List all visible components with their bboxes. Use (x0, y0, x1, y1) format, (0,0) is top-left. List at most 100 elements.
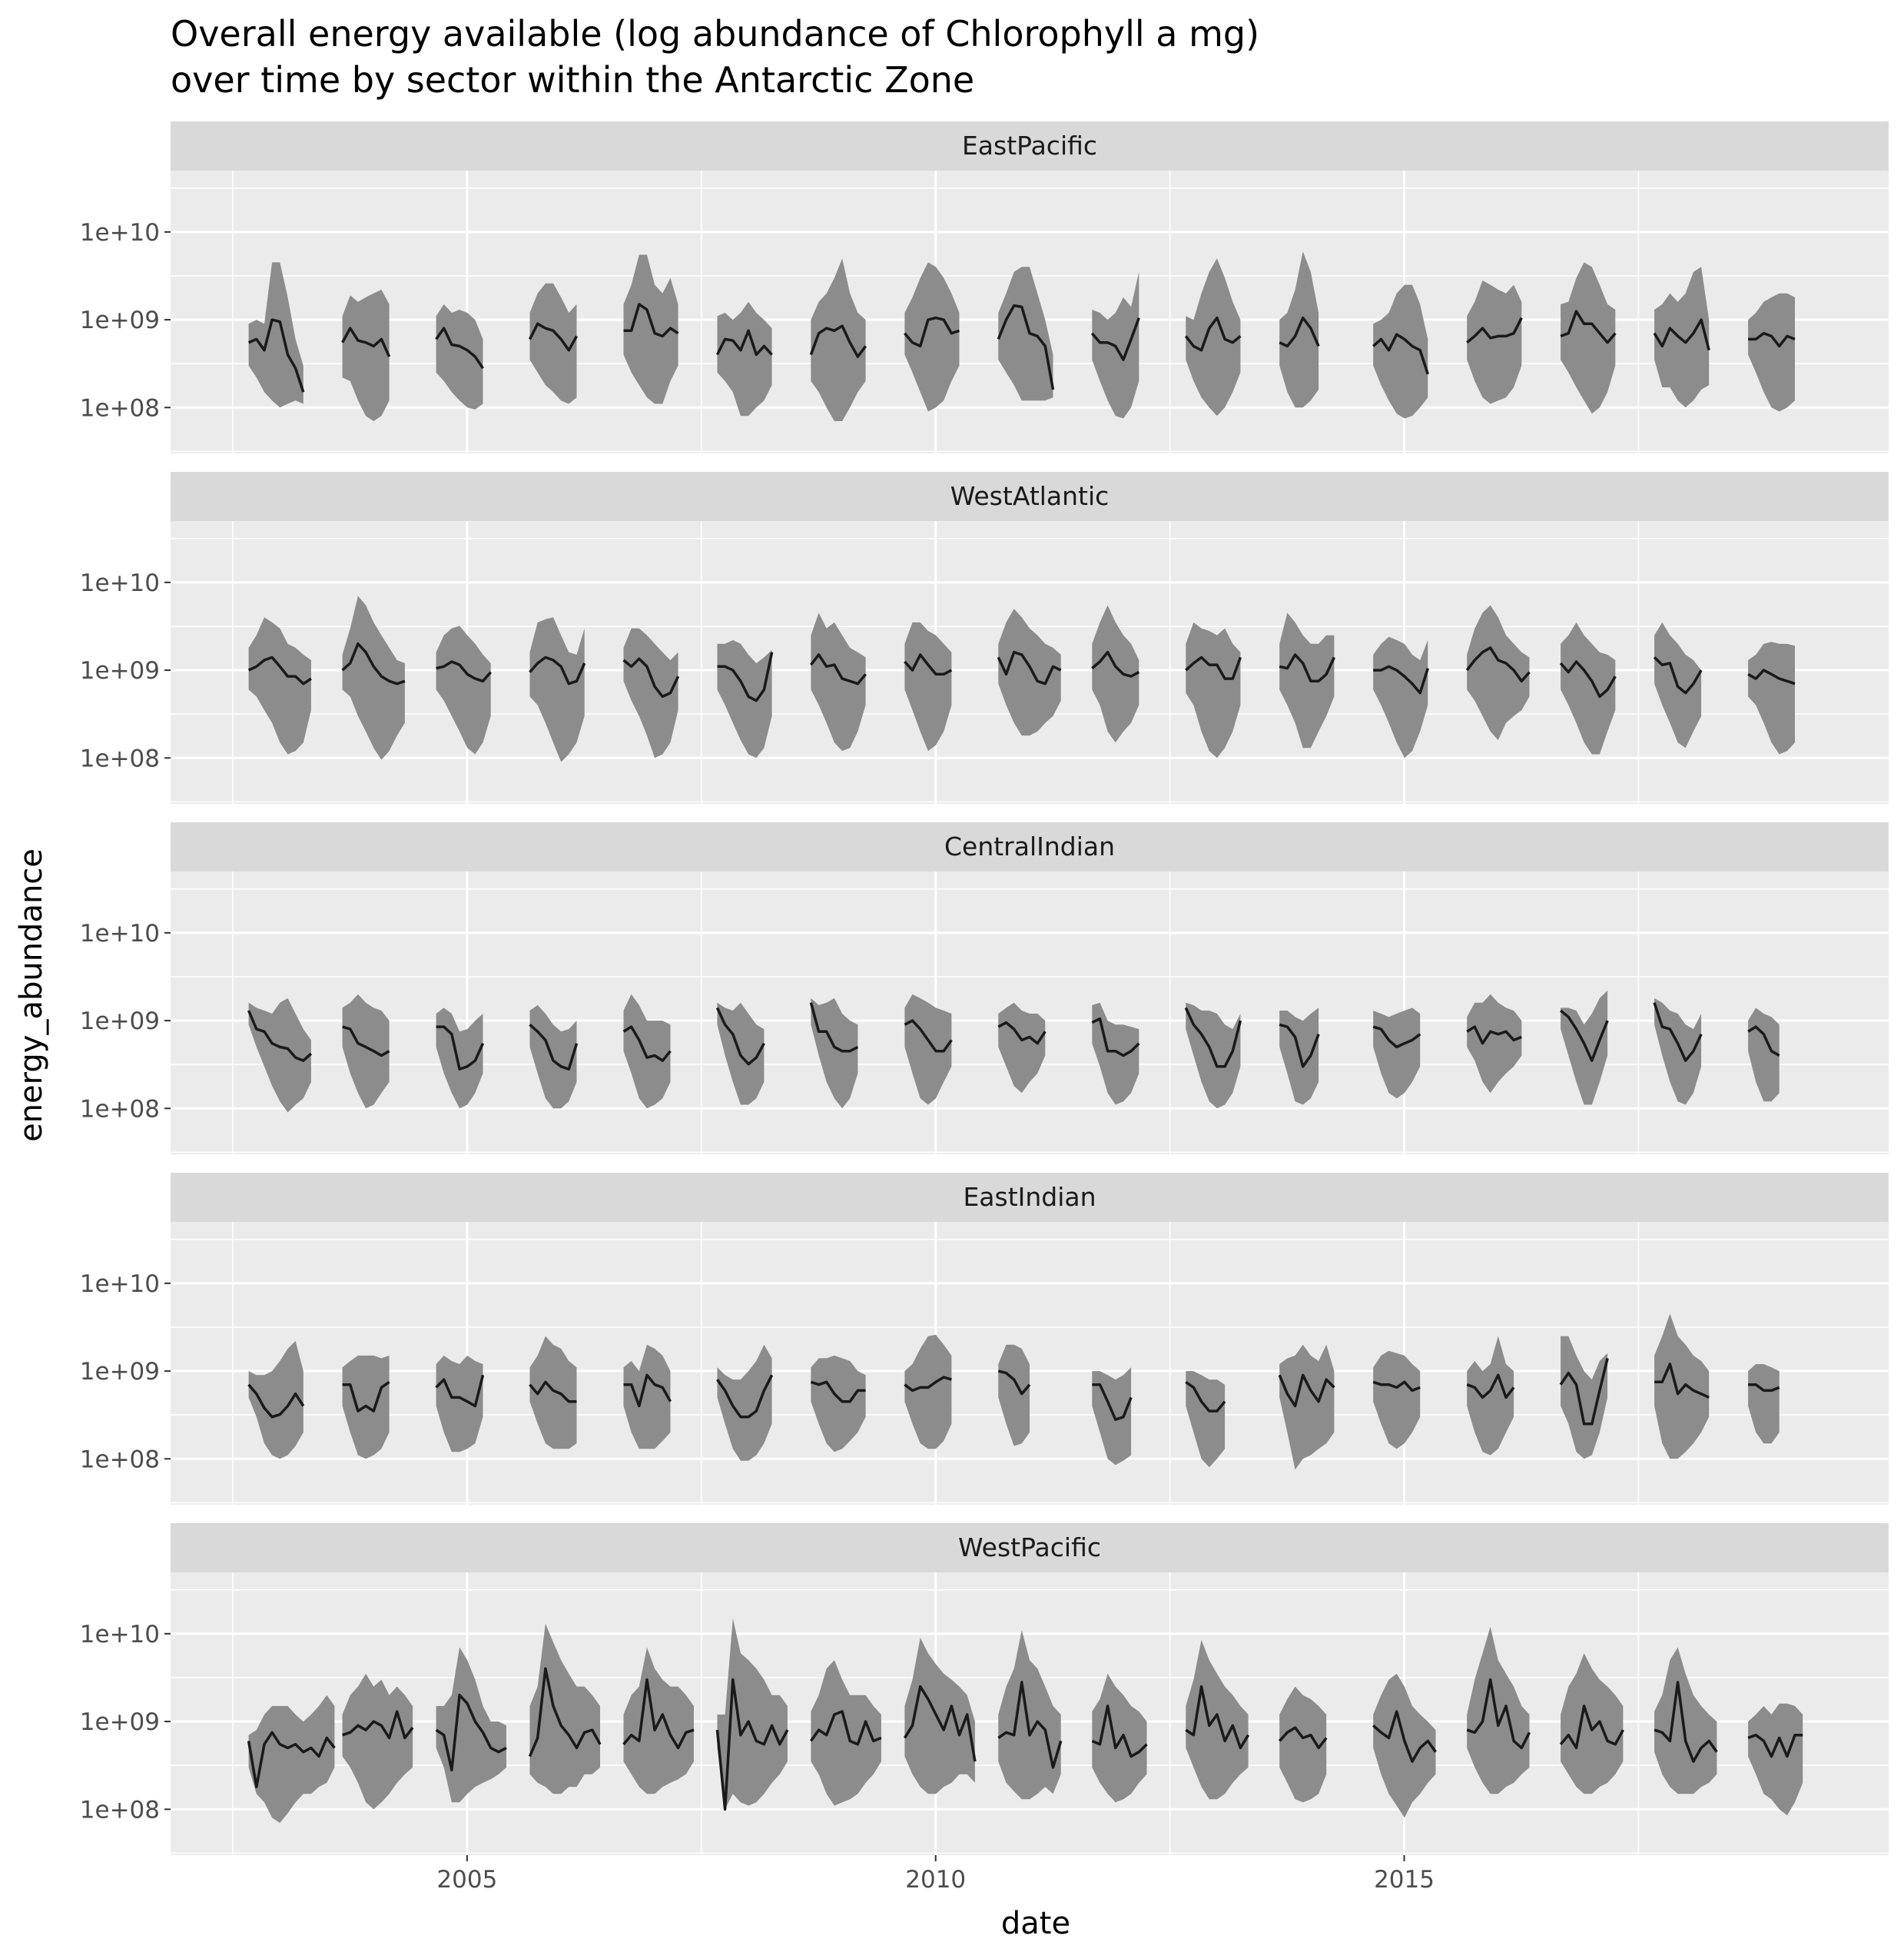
ribbon-season-2003-09 (342, 289, 390, 421)
y-tick-label: 1e+09 (80, 1008, 160, 1035)
mean-line-season-2006-09 (622, 1678, 695, 1750)
facet-eastindian: EastIndian 1e+08 1e+09 1e+10 (80, 1173, 1889, 1505)
ribbon-season-2008-09 (811, 612, 866, 752)
mean-line-season-2011-09 (1090, 317, 1140, 361)
mean-line-season-2015-09 (1466, 1373, 1515, 1399)
mean-line-season-2018-09 (1747, 1025, 1780, 1057)
mean-line-season-2017-09 (1654, 1363, 1710, 1399)
facet-strip-label: WestPacific (958, 1532, 1101, 1562)
mean-line-season-2018-09 (1747, 669, 1796, 686)
ribbon-season-2009-09 (904, 1334, 952, 1449)
mean-line-season-2012-09 (1185, 1380, 1226, 1413)
mean-line-season-2012-09 (1184, 1007, 1242, 1068)
mean-line-season-2004-09 (435, 1693, 507, 1771)
y-tick-label: 1e+09 (80, 1358, 160, 1386)
ribbon-season-2004-09 (436, 1008, 483, 1109)
ribbon-season-2012-09 (1186, 258, 1241, 417)
x-axis: 2005 2010 2015 (436, 1855, 1435, 1894)
mean-line-season-2014-09 (1372, 1380, 1421, 1393)
ribbon-season-2015-09 (1467, 605, 1530, 740)
y-tick-label: 1e+09 (80, 307, 160, 334)
ribbon-season-2011-09 (1092, 605, 1139, 743)
mean-line-season-2010-09 (997, 1369, 1031, 1396)
mean-line-season-2017-09 (1653, 1002, 1703, 1062)
ribbon-season-2009-09 (904, 1638, 975, 1794)
facet-centralindian: CentralIndian 1e+08 1e+09 1e+10 (80, 822, 1889, 1154)
facet-strip-label: EastPacific (962, 131, 1097, 161)
ribbon-season-2002-09 (248, 998, 311, 1113)
ribbon-season-2014-09 (1373, 1673, 1436, 1818)
mean-line-season-2004-09 (436, 1025, 485, 1071)
ribbon-season-2006-09 (623, 1344, 671, 1449)
ribbon-season-2002-09 (248, 1340, 304, 1459)
ribbon-season-2013-09 (1279, 1686, 1327, 1803)
y-axis-title: energy_abundance (14, 848, 49, 1142)
facet-eastpacific: EastPacific 1e+08 1e+09 1e+10 (80, 121, 1889, 453)
y-tick-label: 1e+10 (80, 569, 160, 597)
mean-line-season-2006-09 (622, 1025, 672, 1062)
ribbon-season-2002-09 (248, 262, 304, 408)
mean-line-season-2015-09 (1466, 317, 1523, 344)
x-tick-label: 2010 (905, 1866, 966, 1894)
chart-title-line-2: over time by sector within the Antarctic… (171, 59, 974, 101)
ribbon-season-2005-09 (529, 1336, 577, 1449)
ribbon-season-2016-09 (1561, 262, 1616, 414)
mean-line-season-2007-09 (717, 652, 774, 702)
mean-line-season-2005-09 (528, 1667, 602, 1758)
mean-line-season-2012-09 (1185, 1685, 1250, 1750)
ribbon-season-2017-09 (1654, 998, 1702, 1105)
mean-line-season-2008-09 (809, 1002, 859, 1053)
ribbon-season-2008-09 (811, 1660, 881, 1806)
mean-line-season-2007-09 (715, 1007, 765, 1066)
ribbon-season-2015-09 (1467, 281, 1522, 404)
facet-westatlantic: WestAtlantic 1e+08 1e+09 1e+10 (80, 472, 1889, 804)
mean-line-season-2009-09 (904, 653, 953, 676)
mean-line-season-2003-09 (341, 642, 406, 686)
ribbon-season-2018-09 (1748, 1703, 1803, 1816)
mean-line-season-2018-09 (1748, 1383, 1780, 1393)
ribbon-season-2015-09 (1467, 994, 1522, 1094)
facet-strip (171, 1173, 1889, 1222)
mean-line-season-2002-09 (247, 656, 312, 686)
y-tick-label: 1e+10 (80, 920, 160, 948)
ribbon-season-2006-09 (623, 254, 678, 404)
mean-line-season-2014-09 (1372, 333, 1429, 375)
ribbon-season-2013-09 (1279, 1344, 1335, 1470)
mean-line-season-2018-09 (1747, 1733, 1803, 1758)
ribbon-season-2006-09 (623, 994, 671, 1109)
ribbon-season-2014-09 (1373, 1008, 1421, 1099)
facet-strip (171, 822, 1889, 871)
mean-line-season-2014-09 (1373, 665, 1429, 695)
mean-line-season-2012-09 (1184, 316, 1242, 352)
mean-line-season-2008-09 (809, 1710, 882, 1746)
mean-line-season-2009-09 (904, 1019, 953, 1053)
ribbon-season-2016-09 (1561, 990, 1608, 1105)
y-tick-label: 1e+08 (80, 745, 160, 772)
mean-line-season-2002-09 (247, 1383, 305, 1419)
y-tick-label: 1e+08 (80, 1095, 160, 1123)
ribbon-season-2017-09 (1654, 1313, 1710, 1459)
ribbon-season-2018-09 (1748, 1008, 1780, 1102)
mean-line-season-2002-09 (247, 1010, 313, 1062)
facet-strip (171, 472, 1889, 521)
ribbon-season-2017-09 (1654, 1647, 1717, 1794)
ribbon-season-2005-09 (529, 1004, 577, 1109)
y-tick-label: 1e+08 (80, 394, 160, 422)
ribbon-season-2015-09 (1467, 1336, 1514, 1456)
y-tick-label: 1e+10 (80, 219, 160, 247)
y-tick-label: 1e+09 (80, 1708, 160, 1736)
ribbon-season-2004-09 (436, 626, 491, 755)
ribbon-season-2016-09 (1561, 622, 1616, 755)
mean-line-season-2013-09 (1278, 1726, 1328, 1750)
ribbon-season-2018-09 (1748, 642, 1795, 755)
mean-line-season-2004-09 (435, 1374, 485, 1408)
ribbon-season-2008-09 (811, 998, 858, 1109)
ribbon-season-2003-09 (342, 1673, 413, 1810)
mean-line-season-2013-09 (1279, 1023, 1320, 1068)
mean-line-season-2005-09 (529, 1380, 577, 1403)
mean-line-season-2014-09 (1372, 1710, 1437, 1763)
facet-strip-label: CentralIndian (944, 832, 1115, 861)
ribbon-season-2010-09 (998, 1630, 1061, 1800)
mean-line-season-2003-09 (342, 1380, 390, 1413)
